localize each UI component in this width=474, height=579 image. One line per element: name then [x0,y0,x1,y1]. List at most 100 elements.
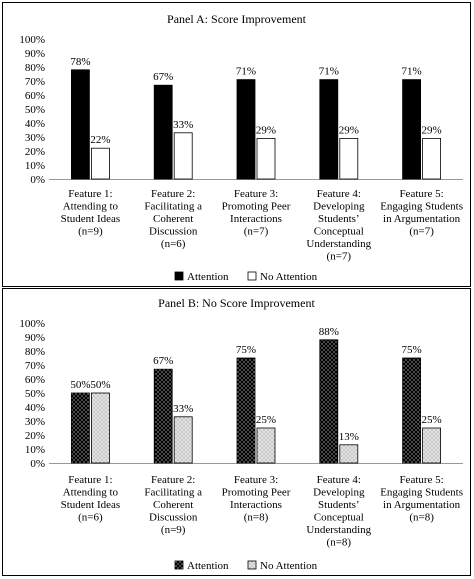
bar-attention [402,357,422,464]
data-label: 50% [90,379,110,391]
bar-no-attention [173,132,193,180]
data-label: 50% [70,379,90,391]
category-label: (n=9) [78,226,103,238]
legend-label: Attention [187,560,229,572]
category-label: Promoting Peer [222,487,291,499]
category-label: (n=7) [327,251,352,263]
legend-label: Attention [187,271,229,283]
data-label: 25% [256,414,276,426]
data-label: 67% [153,355,173,367]
category-label: (n=7) [244,226,269,238]
data-label: 29% [256,124,276,136]
category-label: in Argumentation [383,499,461,511]
category-label: Students’ [318,213,360,225]
category-label: Developing [313,487,365,499]
data-label: 22% [90,134,110,146]
data-label: 33% [173,403,193,415]
category-label: (n=7) [409,226,434,238]
category-label: Feature 1: [68,474,112,486]
legend-swatch-no-attention [247,560,257,570]
bar-attention [319,339,339,464]
data-label: 75% [236,344,256,356]
y-tick-label: 70% [25,360,45,372]
bar-no-attention [256,137,276,180]
data-label: 29% [422,124,442,136]
category-label: Conceptual [314,226,364,238]
legend-swatch-attention [174,560,184,570]
bar-no-attention [339,137,359,180]
bar-attention [319,79,339,180]
category-label: Interactions [230,213,282,225]
y-tick-label: 50% [25,388,45,400]
category-label: Coherent [153,213,193,225]
y-tick-label: 30% [25,416,45,428]
category-label: Discussion [149,226,198,238]
panel-a-chart: Panel A: Score Improvement 0% 10% 20% 30% 40%… [19,12,463,283]
category-label: (n=8) [244,512,269,524]
panel-b: Panel B: No Score Improvement 0% 10% 20% 30%… [2,288,471,576]
y-tick-label: 50% [25,104,45,116]
y-tick-label: 90% [25,48,45,60]
bar-no-attention [339,444,359,464]
data-label: 71% [402,66,422,78]
data-label: 71% [319,66,339,78]
category-label: Feature 4: [317,474,361,486]
y-tick-label: 0% [30,458,45,470]
data-label: 29% [339,124,359,136]
bar-no-attention [256,427,276,464]
legend-label: No Attention [260,271,318,283]
category-label: Understanding [306,238,371,250]
category-label: Attending to [63,201,119,213]
data-label: 13% [339,431,359,443]
data-label: 25% [422,414,442,426]
y-tick-label: 20% [25,430,45,442]
legend: Attention No Attention [174,560,318,572]
category-label: Facilitating a [144,487,202,499]
bar-attention [236,357,256,464]
bar-attention [236,79,256,180]
data-label: 67% [153,71,173,83]
legend-label: No Attention [260,560,318,572]
data-label: 88% [319,326,339,338]
category-label: Feature 5: [399,474,443,486]
data-label: 75% [402,344,422,356]
category-label: in Argumentation [383,213,461,225]
category-label: Feature 2: [151,188,195,200]
y-tick-label: 40% [25,402,45,414]
bar-no-attention [422,427,442,464]
category-label: Feature 5: [399,188,443,200]
legend: Attention No Attention [174,271,318,283]
y-tick-label: 10% [25,444,45,456]
category-label: Facilitating a [144,201,202,213]
bar-no-attention [91,147,110,180]
category-label: Student Ideas [61,499,121,511]
y-tick-label: 70% [25,76,45,88]
y-tick-label: 60% [25,374,45,386]
category-label: (n=6) [161,238,186,250]
legend-swatch-no-attention [247,271,257,281]
data-label: 71% [236,66,256,78]
category-label: (n=6) [78,512,103,524]
category-label: Engaging Students [380,201,463,213]
y-tick-label: 100% [19,34,45,46]
panel-b-chart: Panel B: No Score Improvement 0% 10% 20% 30%… [19,296,463,572]
category-label: (n=8) [409,512,434,524]
legend-swatch-attention [174,271,184,281]
category-label: Students’ [318,499,360,511]
category-label: Attending to [63,487,119,499]
category-label: Engaging Students [380,487,463,499]
data-label: 33% [173,119,193,131]
panel-a: Panel A: Score Improvement 0% 10% 20% 30% 40%… [2,2,471,287]
category-label: Feature 2: [151,474,195,486]
bar-no-attention [422,137,442,180]
category-label: Interactions [230,499,282,511]
category-label: Feature 1: [68,188,112,200]
category-label: Developing [313,201,365,213]
y-tick-label: 80% [25,62,45,74]
category-label: Feature 3: [234,188,278,200]
y-tick-label: 100% [19,318,45,330]
category-label: Conceptual [314,512,364,524]
bar-no-attention [91,392,110,464]
bar-no-attention [173,416,193,464]
